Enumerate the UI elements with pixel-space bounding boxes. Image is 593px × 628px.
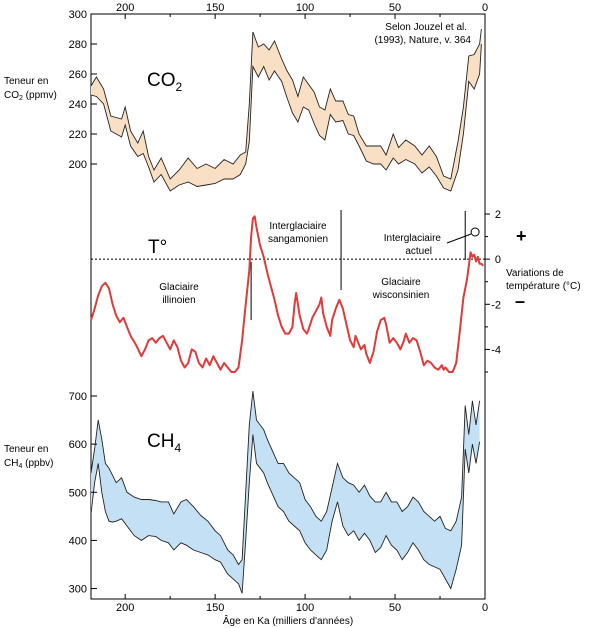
temperature-line: [90, 215, 484, 373]
actuel-pointer-line: [446, 233, 472, 244]
annotation-wisconsinien-line-2: wisconsinien: [372, 290, 430, 301]
temperature-sign-minus: –: [515, 291, 525, 311]
bottom-xtick-label-0: 0: [482, 602, 488, 614]
top-xtick-label-0: 0: [482, 2, 488, 14]
temperature-title: T°: [148, 237, 167, 258]
ch4-upper-line: [90, 391, 481, 566]
source-note-line-1: Selon Jouzel et al.: [385, 22, 467, 33]
top-xtick-label-200: 200: [116, 2, 134, 14]
ch4-ytick-label-400: 400: [69, 535, 87, 547]
ch4-range-band: [91, 391, 480, 594]
annotation-illinoien-line-2: illinoien: [162, 295, 195, 306]
ch4-ytick-label-300: 300: [69, 584, 87, 596]
co2-ylabel-line-2: CO2 (ppmv): [4, 90, 57, 102]
temperature-ytick-label--2: -2: [491, 299, 501, 311]
co2-panel: 200 220 240 260 280 300: [69, 9, 482, 192]
ch4-lower-line: [90, 434, 481, 594]
axes: 200 200 150 150 100 100 50 50 0 0: [116, 2, 488, 614]
temperature-panel: 2 0 -2 -4: [90, 209, 501, 373]
co2-ytick-label-220: 220: [69, 129, 87, 141]
co2-upper-line: [90, 28, 482, 180]
annotation-wisconsinien-line-1: Glaciaire: [381, 277, 421, 288]
annotation-actuel-line-1: Interglaciaire: [384, 233, 442, 244]
co2-title-sub: 2: [176, 80, 183, 94]
ch4-ylabel-line-2: CH4 (ppbv): [4, 458, 53, 470]
bottom-xtick-label-50: 50: [389, 602, 401, 614]
co2-range-band: [91, 29, 482, 191]
co2-ytick-label-200: 200: [69, 159, 87, 171]
ch4-title: CH4: [147, 431, 181, 455]
co2-title-main: CO: [147, 70, 176, 91]
top-xtick-label-150: 150: [206, 2, 224, 14]
plot-frame: [90, 13, 486, 600]
source-note-line-2: (1993), Nature, v. 364: [374, 35, 471, 46]
temperature-ylabel-line-2: température (°C): [506, 281, 581, 292]
co2-ytick-label-300: 300: [69, 9, 87, 21]
temperature-sign-plus: +: [516, 226, 527, 246]
temperature-ytick-label--4: -4: [491, 344, 501, 356]
x-axis-title: Âge en Ka (milliers d'années): [223, 614, 353, 627]
ch4-ylabel-line-1: Teneur en: [4, 444, 48, 455]
co2-ytick-label-260: 260: [69, 69, 87, 81]
ch4-title-sub: 4: [174, 441, 181, 455]
ch4-title-main: CH: [147, 431, 174, 452]
temperature-ytick-label-2: 2: [495, 209, 501, 221]
bottom-xtick-label-100: 100: [296, 602, 314, 614]
bottom-xtick-label-150: 150: [206, 602, 224, 614]
actuel-marker-circle: [470, 227, 480, 237]
co2-lower-line: [90, 43, 482, 192]
ch4-ytick-label-500: 500: [69, 487, 87, 499]
annotation-actuel-line-2: actuel: [405, 246, 432, 257]
ch4-ytick-label-600: 600: [69, 439, 87, 451]
co2-ytick-label-240: 240: [69, 99, 87, 111]
top-xtick-label-50: 50: [389, 2, 401, 14]
annotation-sangamonien-line-2: sangamonien: [268, 234, 328, 245]
temperature-ytick-label-0: 0: [495, 254, 501, 266]
top-xtick-label-100: 100: [296, 2, 314, 14]
co2-ylabel-line-1: Teneur en: [4, 76, 48, 87]
co2-ytick-label-280: 280: [69, 39, 87, 51]
bottom-xtick-label-200: 200: [116, 602, 134, 614]
co2-title: CO2: [147, 70, 183, 94]
annotation-illinoien-line-1: Glaciaire: [159, 282, 199, 293]
temperature-ylabel-line-1: Variations de: [506, 268, 564, 279]
ch4-panel: 300 400 500 600 700: [69, 391, 481, 596]
ch4-ytick-label-700: 700: [69, 391, 87, 403]
annotation-sangamonien-line-1: Interglaciaire: [269, 221, 327, 232]
